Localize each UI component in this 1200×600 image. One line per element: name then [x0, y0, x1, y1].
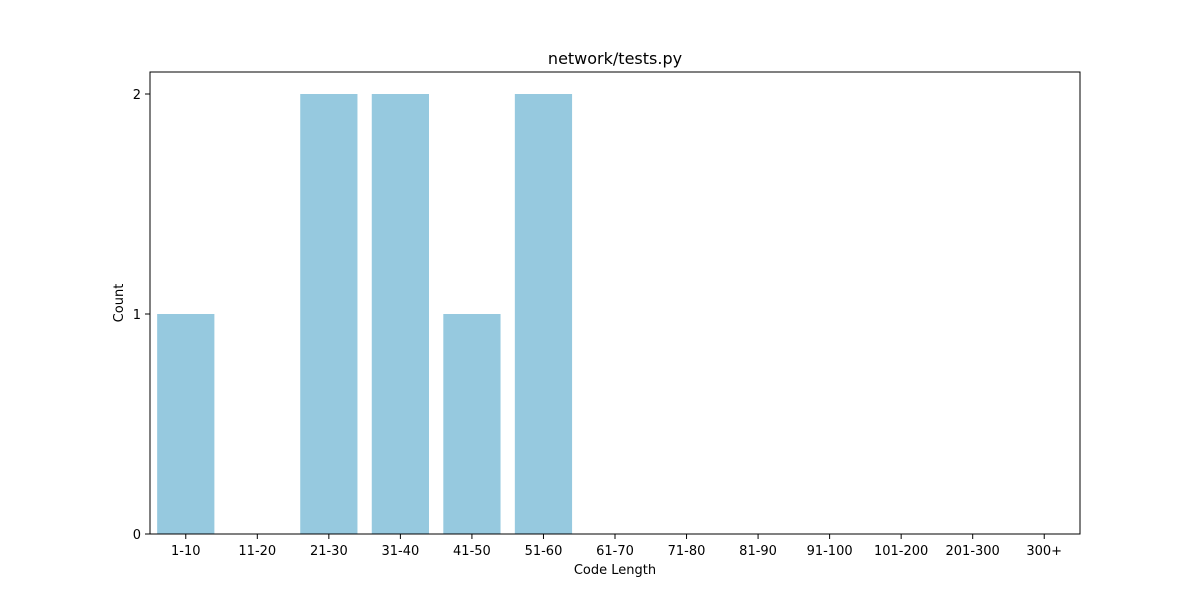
y-tick-label: 1: [133, 308, 141, 323]
bar-1-10: [157, 314, 215, 534]
x-axis-title: Code Length: [574, 563, 656, 578]
x-tick-label: 11-20: [238, 544, 276, 559]
plot-frame: [149, 71, 1081, 535]
y-tick-label: 0: [133, 528, 141, 543]
x-tick-label: 71-80: [668, 544, 706, 559]
x-tick-label: 21-30: [310, 544, 348, 559]
bar-41-50: [443, 314, 501, 534]
x-tick-label: 201-300: [946, 544, 1000, 559]
x-tick-label: 91-100: [807, 544, 853, 559]
bar-31-40: [371, 94, 429, 534]
x-tick-label: 31-40: [381, 544, 419, 559]
bar-21-30: [300, 94, 358, 534]
x-tick-label: 81-90: [739, 544, 777, 559]
x-tick-label: 51-60: [525, 544, 563, 559]
bars-layer: [157, 94, 573, 534]
x-tick-label: 41-50: [453, 544, 491, 559]
y-axis-ticks: 0 1 2: [133, 88, 150, 543]
bar-51-60: [514, 94, 573, 534]
x-tick-label: 61-70: [596, 544, 634, 559]
x-tick-label: 101-200: [874, 544, 928, 559]
chart-title: network/tests.py: [548, 49, 682, 68]
y-axis-title: Count: [112, 284, 127, 323]
x-tick-label: 300+: [1026, 544, 1062, 559]
y-tick-label: 2: [133, 88, 141, 103]
x-tick-label: 1-10: [171, 544, 201, 559]
x-axis-ticks: 1-10 11-20 21-30 31-40 41-50 51-60 61-70 71-80 8…: [171, 534, 1062, 559]
